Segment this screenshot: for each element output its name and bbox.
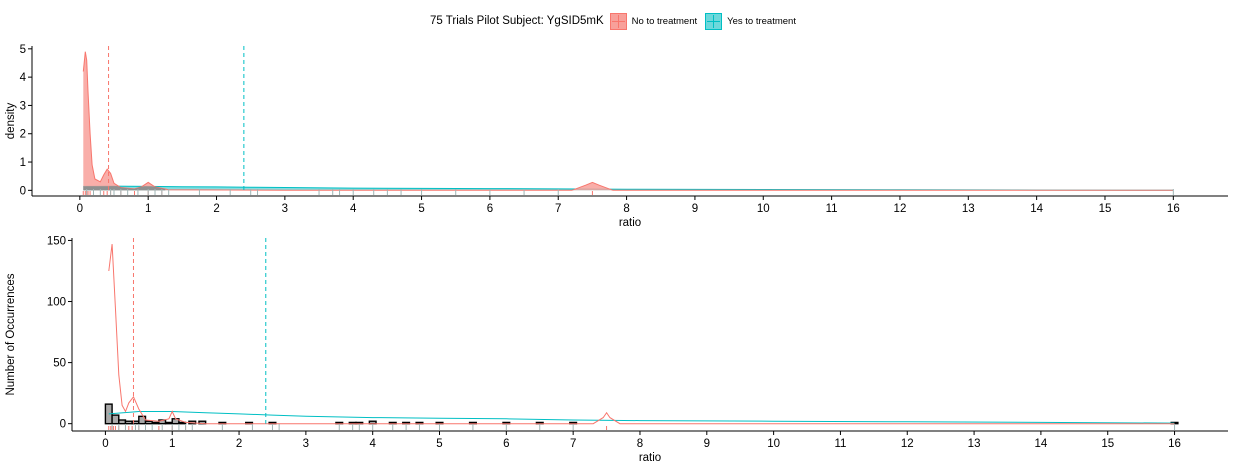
histogram-bar <box>111 414 120 425</box>
x-tick-label: 15 <box>1099 203 1112 215</box>
x-tick-label: 4 <box>369 438 376 450</box>
x-tick-label: 12 <box>901 438 914 450</box>
legend-item-yes-treatment: Yes to treatment <box>705 12 796 30</box>
x-tick-label: 11 <box>834 438 846 450</box>
y-tick-label: 150 <box>47 235 66 247</box>
x-tick-label: 6 <box>487 203 493 215</box>
x-tick-label: 4 <box>350 203 357 215</box>
x-tick-label: 12 <box>894 203 907 215</box>
y-tick-label: 3 <box>20 100 26 112</box>
x-tick-label: 0 <box>77 203 83 215</box>
x-tick-label: 9 <box>692 203 698 215</box>
x-tick-label: 5 <box>418 203 424 215</box>
histogram-bar <box>124 420 133 425</box>
y-tick-label: 4 <box>20 72 27 84</box>
density-plot: 0 1 2 3 4 5 6 7 8 9 10 11 12 13 14 15 16012345ratiodensi… <box>5 44 1228 229</box>
y-tick-label: 0 <box>20 185 26 197</box>
series-line-yes <box>108 411 1175 424</box>
x-tick-label: 8 <box>637 438 643 450</box>
y-axis-label: Number of Occurrences <box>5 273 17 395</box>
x-tick-label: 14 <box>1035 438 1048 450</box>
x-tick-label: 3 <box>303 438 309 450</box>
density-area-yes <box>83 186 1174 191</box>
histogram-bar <box>178 421 187 425</box>
x-tick-label: 10 <box>757 203 770 215</box>
x-tick-label: 6 <box>503 438 509 450</box>
x-tick-label: 16 <box>1167 203 1180 215</box>
y-tick-label: 100 <box>47 297 66 309</box>
x-tick-label: 9 <box>704 438 710 450</box>
legend-label-no-treatment: No to treatment <box>631 15 698 27</box>
y-tick-label: 0 <box>60 419 66 431</box>
x-tick-label: 3 <box>282 203 288 215</box>
x-tick-label: 14 <box>1030 203 1043 215</box>
x-tick-label: 5 <box>436 438 442 450</box>
histogram-bar <box>118 419 127 425</box>
x-tick-label: 7 <box>570 438 576 450</box>
histogram-bar <box>144 420 153 425</box>
x-tick-label: 16 <box>1168 438 1181 450</box>
series-line-no <box>82 51 1174 191</box>
series-line-yes <box>83 185 1174 191</box>
legend-key-no-treatment <box>609 12 627 30</box>
series-line-no <box>108 244 1175 425</box>
legend-title: 75 Trials Pilot Subject: YgSID5mK <box>430 15 604 27</box>
x-tick-label: 11 <box>826 203 838 215</box>
x-tick-label: 8 <box>623 203 629 215</box>
x-axis-label: ratio <box>619 217 641 229</box>
histogram-plot: 0 1 2 3 4 5 6 7 8 9 10 11 12 13 14 15 16050100150ratioNu… <box>5 235 1228 464</box>
y-tick-label: 2 <box>20 129 26 141</box>
y-axis-label: density <box>5 103 17 140</box>
legend-key-yes-treatment <box>705 12 723 30</box>
y-tick-label: 1 <box>20 157 26 169</box>
x-tick-label: 7 <box>555 203 561 215</box>
legend-label-yes-treatment: Yes to treatment <box>727 15 796 27</box>
density-overlap <box>83 186 166 191</box>
x-tick-label: 0 <box>102 438 108 450</box>
x-tick-label: 13 <box>962 203 975 215</box>
legend-item-no-treatment: No to treatment <box>609 12 698 30</box>
x-tick-label: 1 <box>145 203 151 215</box>
x-tick-label: 1 <box>169 438 175 450</box>
histogram-bar <box>164 421 173 425</box>
x-tick-label: 2 <box>236 438 242 450</box>
x-tick-label: 10 <box>767 438 780 450</box>
y-tick-label: 5 <box>20 44 26 56</box>
y-tick-label: 50 <box>53 358 66 370</box>
density-area-no <box>83 51 1174 191</box>
legend: 75 Trials Pilot Subject: YgSID5mK No to … <box>0 10 1234 32</box>
histogram-bar <box>151 421 160 425</box>
x-tick-label: 2 <box>213 203 219 215</box>
x-tick-label: 15 <box>1101 438 1114 450</box>
x-axis-label: ratio <box>639 452 661 464</box>
x-tick-label: 13 <box>968 438 981 450</box>
